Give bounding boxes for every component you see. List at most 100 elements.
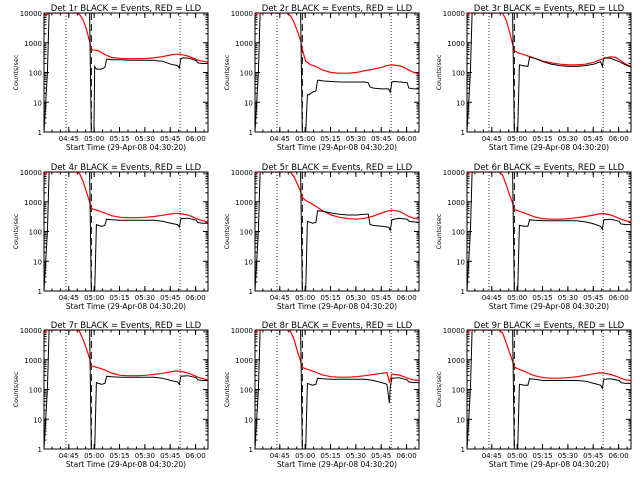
x-axis-label: Start Time (29-Apr-08 04:30:20) bbox=[277, 460, 397, 469]
x-tick-label: 05:30 bbox=[346, 135, 366, 143]
y-axis-label: Counts/sec bbox=[223, 213, 231, 249]
x-tick-label: 04:45 bbox=[270, 452, 290, 460]
x-axis-label: Start Time (29-Apr-08 04:30:20) bbox=[277, 143, 397, 152]
x-tick-label: 05:30 bbox=[135, 452, 155, 460]
y-tick-label: 1000 bbox=[447, 357, 465, 365]
y-tick-label: 10 bbox=[244, 258, 253, 266]
y-tick-label: 1 bbox=[38, 129, 42, 137]
x-axis-label: Start Time (29-Apr-08 04:30:20) bbox=[66, 143, 186, 152]
panel-title: Det 4r BLACK = Events, RED = LLD bbox=[51, 163, 202, 173]
panel-5: Det 5r BLACK = Events, RED = LLD 1 10 100 10… bbox=[223, 163, 420, 311]
plot-frame bbox=[254, 329, 420, 450]
panel-title: Det 1r BLACK = Events, RED = LLD bbox=[51, 4, 202, 14]
panel-3: Det 3r BLACK = Events, RED = LLD 1 10 100 10… bbox=[435, 4, 632, 152]
x-tick-label: 06:00 bbox=[609, 294, 629, 302]
y-axis-label: Counts/sec bbox=[12, 54, 20, 90]
y-tick-label: 100 bbox=[452, 387, 465, 395]
lld-series-line bbox=[255, 330, 419, 385]
x-tick-label: 05:45 bbox=[371, 294, 391, 302]
x-tick-label: 06:00 bbox=[186, 135, 206, 143]
lld-series-line bbox=[44, 330, 208, 381]
lld-series-line bbox=[255, 172, 419, 220]
x-tick-label: 06:00 bbox=[397, 135, 417, 143]
x-tick-label: 05:15 bbox=[320, 294, 340, 302]
panel-1: Det 1r BLACK = Events, RED = LLD 1 10 100 10… bbox=[12, 4, 209, 152]
x-tick-label: 05:00 bbox=[295, 452, 315, 460]
x-tick-label: 05:00 bbox=[507, 135, 527, 143]
plot-frame bbox=[254, 171, 420, 292]
y-tick-label: 1000 bbox=[24, 357, 42, 365]
x-tick-label: 05:15 bbox=[532, 452, 552, 460]
x-tick-label: 05:30 bbox=[558, 135, 578, 143]
events-series-line bbox=[255, 172, 419, 291]
x-tick-label: 06:00 bbox=[609, 452, 629, 460]
x-tick-label: 05:00 bbox=[507, 452, 527, 460]
x-tick-label: 05:45 bbox=[371, 135, 391, 143]
panel-title: Det 6r BLACK = Events, RED = LLD bbox=[474, 163, 625, 173]
plot-frame bbox=[43, 12, 209, 133]
x-tick-label: 04:45 bbox=[59, 452, 79, 460]
x-tick-label: 05:15 bbox=[320, 452, 340, 460]
y-tick-label: 100 bbox=[240, 387, 253, 395]
x-tick-label: 05:00 bbox=[84, 294, 104, 302]
x-tick-label: 05:30 bbox=[346, 294, 366, 302]
y-tick-label: 10000 bbox=[231, 169, 253, 177]
x-tick-label: 05:45 bbox=[160, 135, 180, 143]
y-axis-label: Counts/sec bbox=[12, 213, 20, 249]
panel-title: Det 2r BLACK = Events, RED = LLD bbox=[262, 4, 413, 14]
panel-4: Det 4r BLACK = Events, RED = LLD 1 10 100 10… bbox=[12, 163, 209, 311]
y-tick-label: 1 bbox=[461, 288, 465, 296]
x-tick-label: 05:15 bbox=[320, 135, 340, 143]
lld-series-line bbox=[44, 13, 208, 63]
y-tick-label: 10 bbox=[456, 99, 465, 107]
x-tick-label: 05:30 bbox=[346, 452, 366, 460]
x-axis-label: Start Time (29-Apr-08 04:30:20) bbox=[489, 302, 609, 311]
y-tick-label: 10000 bbox=[20, 169, 42, 177]
y-tick-label: 1000 bbox=[24, 40, 42, 48]
y-tick-label: 1 bbox=[249, 446, 253, 454]
x-tick-label: 06:00 bbox=[186, 294, 206, 302]
y-axis-label: Counts/sec bbox=[435, 371, 443, 407]
panel-title: Det 9r BLACK = Events, RED = LLD bbox=[474, 321, 625, 331]
lld-series-line bbox=[44, 172, 208, 223]
y-tick-label: 10 bbox=[456, 258, 465, 266]
x-tick-label: 04:45 bbox=[59, 294, 79, 302]
x-tick-label: 04:45 bbox=[59, 135, 79, 143]
y-tick-label: 10 bbox=[33, 416, 42, 424]
events-series-line bbox=[467, 330, 631, 449]
y-tick-label: 10 bbox=[244, 416, 253, 424]
x-axis-label: Start Time (29-Apr-08 04:30:20) bbox=[277, 302, 397, 311]
x-tick-label: 05:45 bbox=[160, 294, 180, 302]
events-series-line bbox=[255, 330, 419, 449]
x-tick-label: 05:30 bbox=[135, 135, 155, 143]
x-tick-label: 05:45 bbox=[371, 452, 391, 460]
panel-6: Det 6r BLACK = Events, RED = LLD 1 10 100 10… bbox=[435, 163, 632, 311]
x-tick-label: 06:00 bbox=[609, 135, 629, 143]
x-tick-label: 06:00 bbox=[186, 452, 206, 460]
x-axis-label: Start Time (29-Apr-08 04:30:20) bbox=[489, 143, 609, 152]
y-tick-label: 1 bbox=[461, 446, 465, 454]
panel-9: Det 9r BLACK = Events, RED = LLD 1 10 100 10… bbox=[435, 321, 632, 469]
x-tick-label: 06:00 bbox=[397, 452, 417, 460]
y-tick-label: 10000 bbox=[443, 10, 465, 18]
y-tick-label: 100 bbox=[452, 70, 465, 78]
events-series-line bbox=[44, 330, 208, 449]
y-axis-label: Counts/sec bbox=[12, 371, 20, 407]
y-tick-label: 1000 bbox=[447, 40, 465, 48]
x-tick-label: 05:00 bbox=[84, 452, 104, 460]
y-tick-label: 1 bbox=[461, 129, 465, 137]
x-tick-label: 04:45 bbox=[270, 135, 290, 143]
y-tick-label: 1 bbox=[38, 446, 42, 454]
panel-title: Det 3r BLACK = Events, RED = LLD bbox=[474, 4, 625, 14]
x-tick-label: 04:45 bbox=[482, 135, 502, 143]
y-tick-label: 10000 bbox=[20, 327, 42, 335]
plot-frame bbox=[466, 329, 632, 450]
y-tick-label: 10 bbox=[244, 99, 253, 107]
panel-title: Det 8r BLACK = Events, RED = LLD bbox=[262, 321, 413, 331]
y-tick-label: 10 bbox=[456, 416, 465, 424]
y-tick-label: 1000 bbox=[235, 199, 253, 207]
y-tick-label: 100 bbox=[452, 229, 465, 237]
y-tick-label: 10 bbox=[33, 258, 42, 266]
y-axis-label: Counts/sec bbox=[223, 54, 231, 90]
panel-title: Det 5r BLACK = Events, RED = LLD bbox=[262, 163, 413, 173]
